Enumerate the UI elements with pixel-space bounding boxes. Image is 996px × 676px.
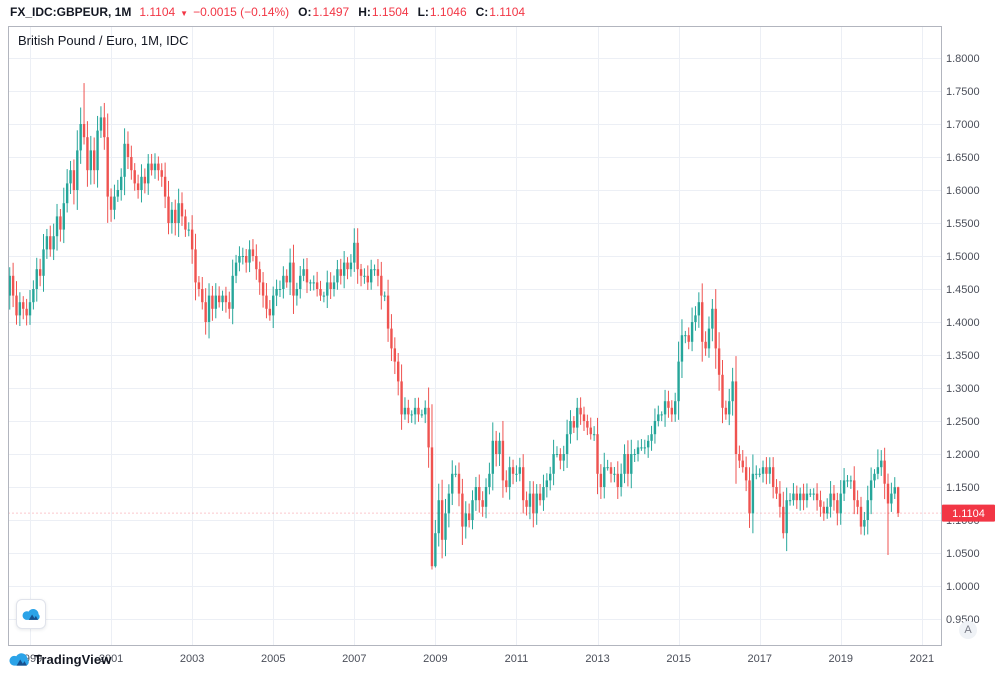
svg-text:2017: 2017 — [747, 653, 771, 665]
price-change: −0.0015 (−0.14%) — [193, 5, 290, 19]
price-axis[interactable]: 1.8000 1.7500 1.7000 1.6500 1.6000 1.5500 1.50… — [946, 53, 980, 626]
chart-title[interactable]: British Pound / Euro, 1M, IDC — [18, 33, 189, 48]
svg-text:1.4500: 1.4500 — [946, 284, 980, 296]
svg-text:1.1500: 1.1500 — [946, 482, 980, 494]
tradingview-watermark-button[interactable] — [16, 599, 46, 629]
svg-text:2005: 2005 — [261, 653, 285, 665]
svg-text:2019: 2019 — [829, 653, 853, 665]
svg-text:2013: 2013 — [585, 653, 609, 665]
svg-text:1.3500: 1.3500 — [946, 350, 980, 362]
candles-layer — [8, 83, 900, 570]
last-price: 1.1104 — [139, 5, 176, 19]
tradingview-cloud-icon — [9, 653, 29, 666]
svg-text:1.7000: 1.7000 — [946, 119, 980, 131]
svg-text:2011: 2011 — [505, 653, 529, 665]
down-arrow-icon: ▼ — [180, 9, 189, 18]
low-value: 1.1046 — [429, 5, 467, 19]
svg-text:1.5000: 1.5000 — [946, 251, 980, 263]
svg-text:1.6500: 1.6500 — [946, 152, 980, 164]
auto-scale-button[interactable]: A — [959, 621, 977, 639]
low-label: L: — [417, 5, 429, 19]
grid-layer — [8, 26, 942, 646]
svg-text:1.8000: 1.8000 — [946, 53, 980, 65]
svg-text:1.7500: 1.7500 — [946, 86, 980, 98]
symbol-name: FX_IDC:GBPEUR, 1M — [10, 5, 132, 19]
close-value: 1.1104 — [489, 5, 526, 19]
svg-text:1.4000: 1.4000 — [946, 317, 980, 329]
plot-border — [8, 26, 942, 646]
svg-text:1.6000: 1.6000 — [946, 185, 980, 197]
svg-text:1.1104: 1.1104 — [952, 508, 985, 520]
close-label: C: — [475, 5, 489, 19]
open-label: O: — [298, 5, 312, 19]
high-value: 1.1504 — [371, 5, 409, 19]
tradingview-logo[interactable]: TradingView — [8, 652, 111, 667]
time-axis[interactable]: 1999 2001 2003 2005 2007 2009 2011 2013 2015 2017… — [18, 653, 934, 665]
svg-text:2009: 2009 — [423, 653, 447, 665]
svg-text:1.2500: 1.2500 — [946, 416, 980, 428]
svg-text:1.0500: 1.0500 — [946, 548, 980, 560]
svg-text:1.2000: 1.2000 — [946, 449, 980, 461]
svg-text:2003: 2003 — [180, 653, 204, 665]
svg-text:2007: 2007 — [342, 653, 366, 665]
open-value: 1.1497 — [312, 5, 350, 19]
svg-text:2021: 2021 — [910, 653, 934, 665]
current-price-label: 1.1104 — [942, 504, 995, 522]
svg-text:2015: 2015 — [666, 653, 690, 665]
svg-text:1.5500: 1.5500 — [946, 218, 980, 230]
high-label: H: — [358, 5, 371, 19]
svg-text:1.3000: 1.3000 — [946, 383, 980, 395]
svg-text:2001: 2001 — [99, 653, 123, 665]
symbol-legend[interactable]: FX_IDC:GBPEUR, 1M 1.1104 ▼ −0.0015 (−0.1… — [10, 5, 525, 19]
tradingview-brand-text: TradingView — [34, 652, 112, 667]
svg-text:1.0000: 1.0000 — [946, 581, 980, 593]
tradingview-cloud-icon — [22, 608, 40, 620]
